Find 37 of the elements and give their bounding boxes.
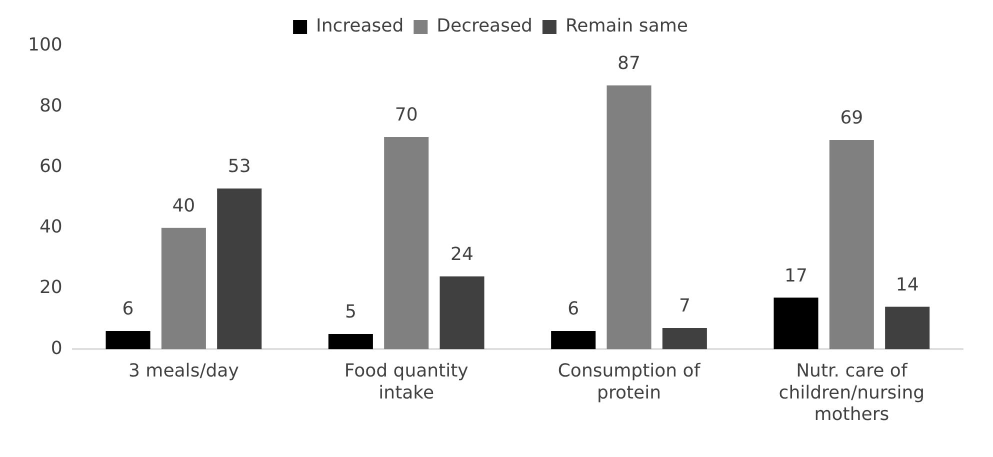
y-tick-label: 0 [50,338,62,359]
data-label: 17 [784,265,808,286]
y-tick-label: 80 [39,95,62,116]
bar [829,140,874,350]
x-tick-label: Consumption of protein [558,360,701,404]
data-label: 7 [678,296,690,317]
y-tick-label: 20 [39,277,62,298]
legend-label: Increased [316,16,404,37]
x-tick-label: Food quantity intake [344,360,469,404]
y-tick-label: 40 [39,216,62,238]
bar [161,228,206,350]
legend-label: Remain same [565,16,688,37]
y-tick-label: 60 [39,156,62,177]
data-label: 24 [450,244,474,266]
bar [217,188,262,350]
data-label: 5 [344,302,356,323]
y-tick-label: 100 [28,34,62,56]
data-label: 40 [172,196,196,217]
bar [328,334,373,350]
bar [551,331,596,350]
bar [106,331,150,350]
x-tick-label: Nutr. care of children/nursing mothers [778,360,925,425]
data-label: 14 [896,274,919,296]
legend-label: Decreased [436,16,532,37]
bar [440,276,484,350]
data-label: 69 [840,108,864,129]
bar [885,306,930,350]
data-label: 53 [228,156,251,178]
bar [774,298,818,350]
x-tick-label: 3 meals/day [128,360,240,382]
bar [606,85,652,350]
data-label: 70 [394,104,418,126]
data-label: 87 [618,53,640,74]
bar [384,136,429,350]
bar [662,328,707,350]
data-label: 6 [122,298,134,320]
data-label: 6 [568,298,580,320]
